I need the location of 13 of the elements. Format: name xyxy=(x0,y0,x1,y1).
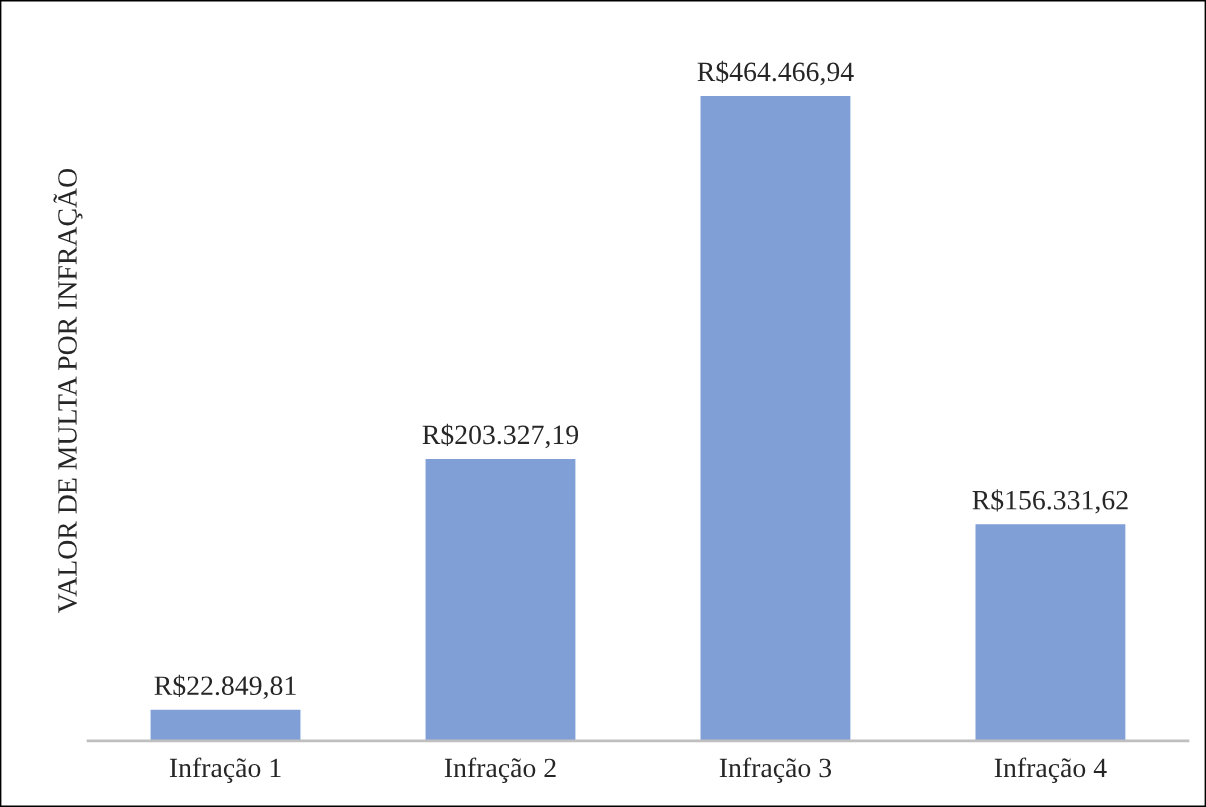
y-axis-title: VALOR DE MULTA POR INFRAÇÃO xyxy=(53,169,83,613)
data-label: R$22.849,81 xyxy=(154,674,296,700)
bar xyxy=(424,457,577,741)
data-label: R$156.331,62 xyxy=(972,489,1128,514)
x-tick-label: Infração 2 xyxy=(444,757,556,783)
x-tick-label: Infração 3 xyxy=(719,757,832,783)
data-label: R$464.466,94 xyxy=(697,60,854,86)
x-tick-label: Infração 1 xyxy=(169,757,281,783)
bar xyxy=(974,522,1127,741)
data-label: R$203.327,19 xyxy=(422,423,579,449)
bar xyxy=(149,708,302,741)
x-tick-label: Infração 4 xyxy=(994,757,1107,783)
bar xyxy=(699,94,852,741)
